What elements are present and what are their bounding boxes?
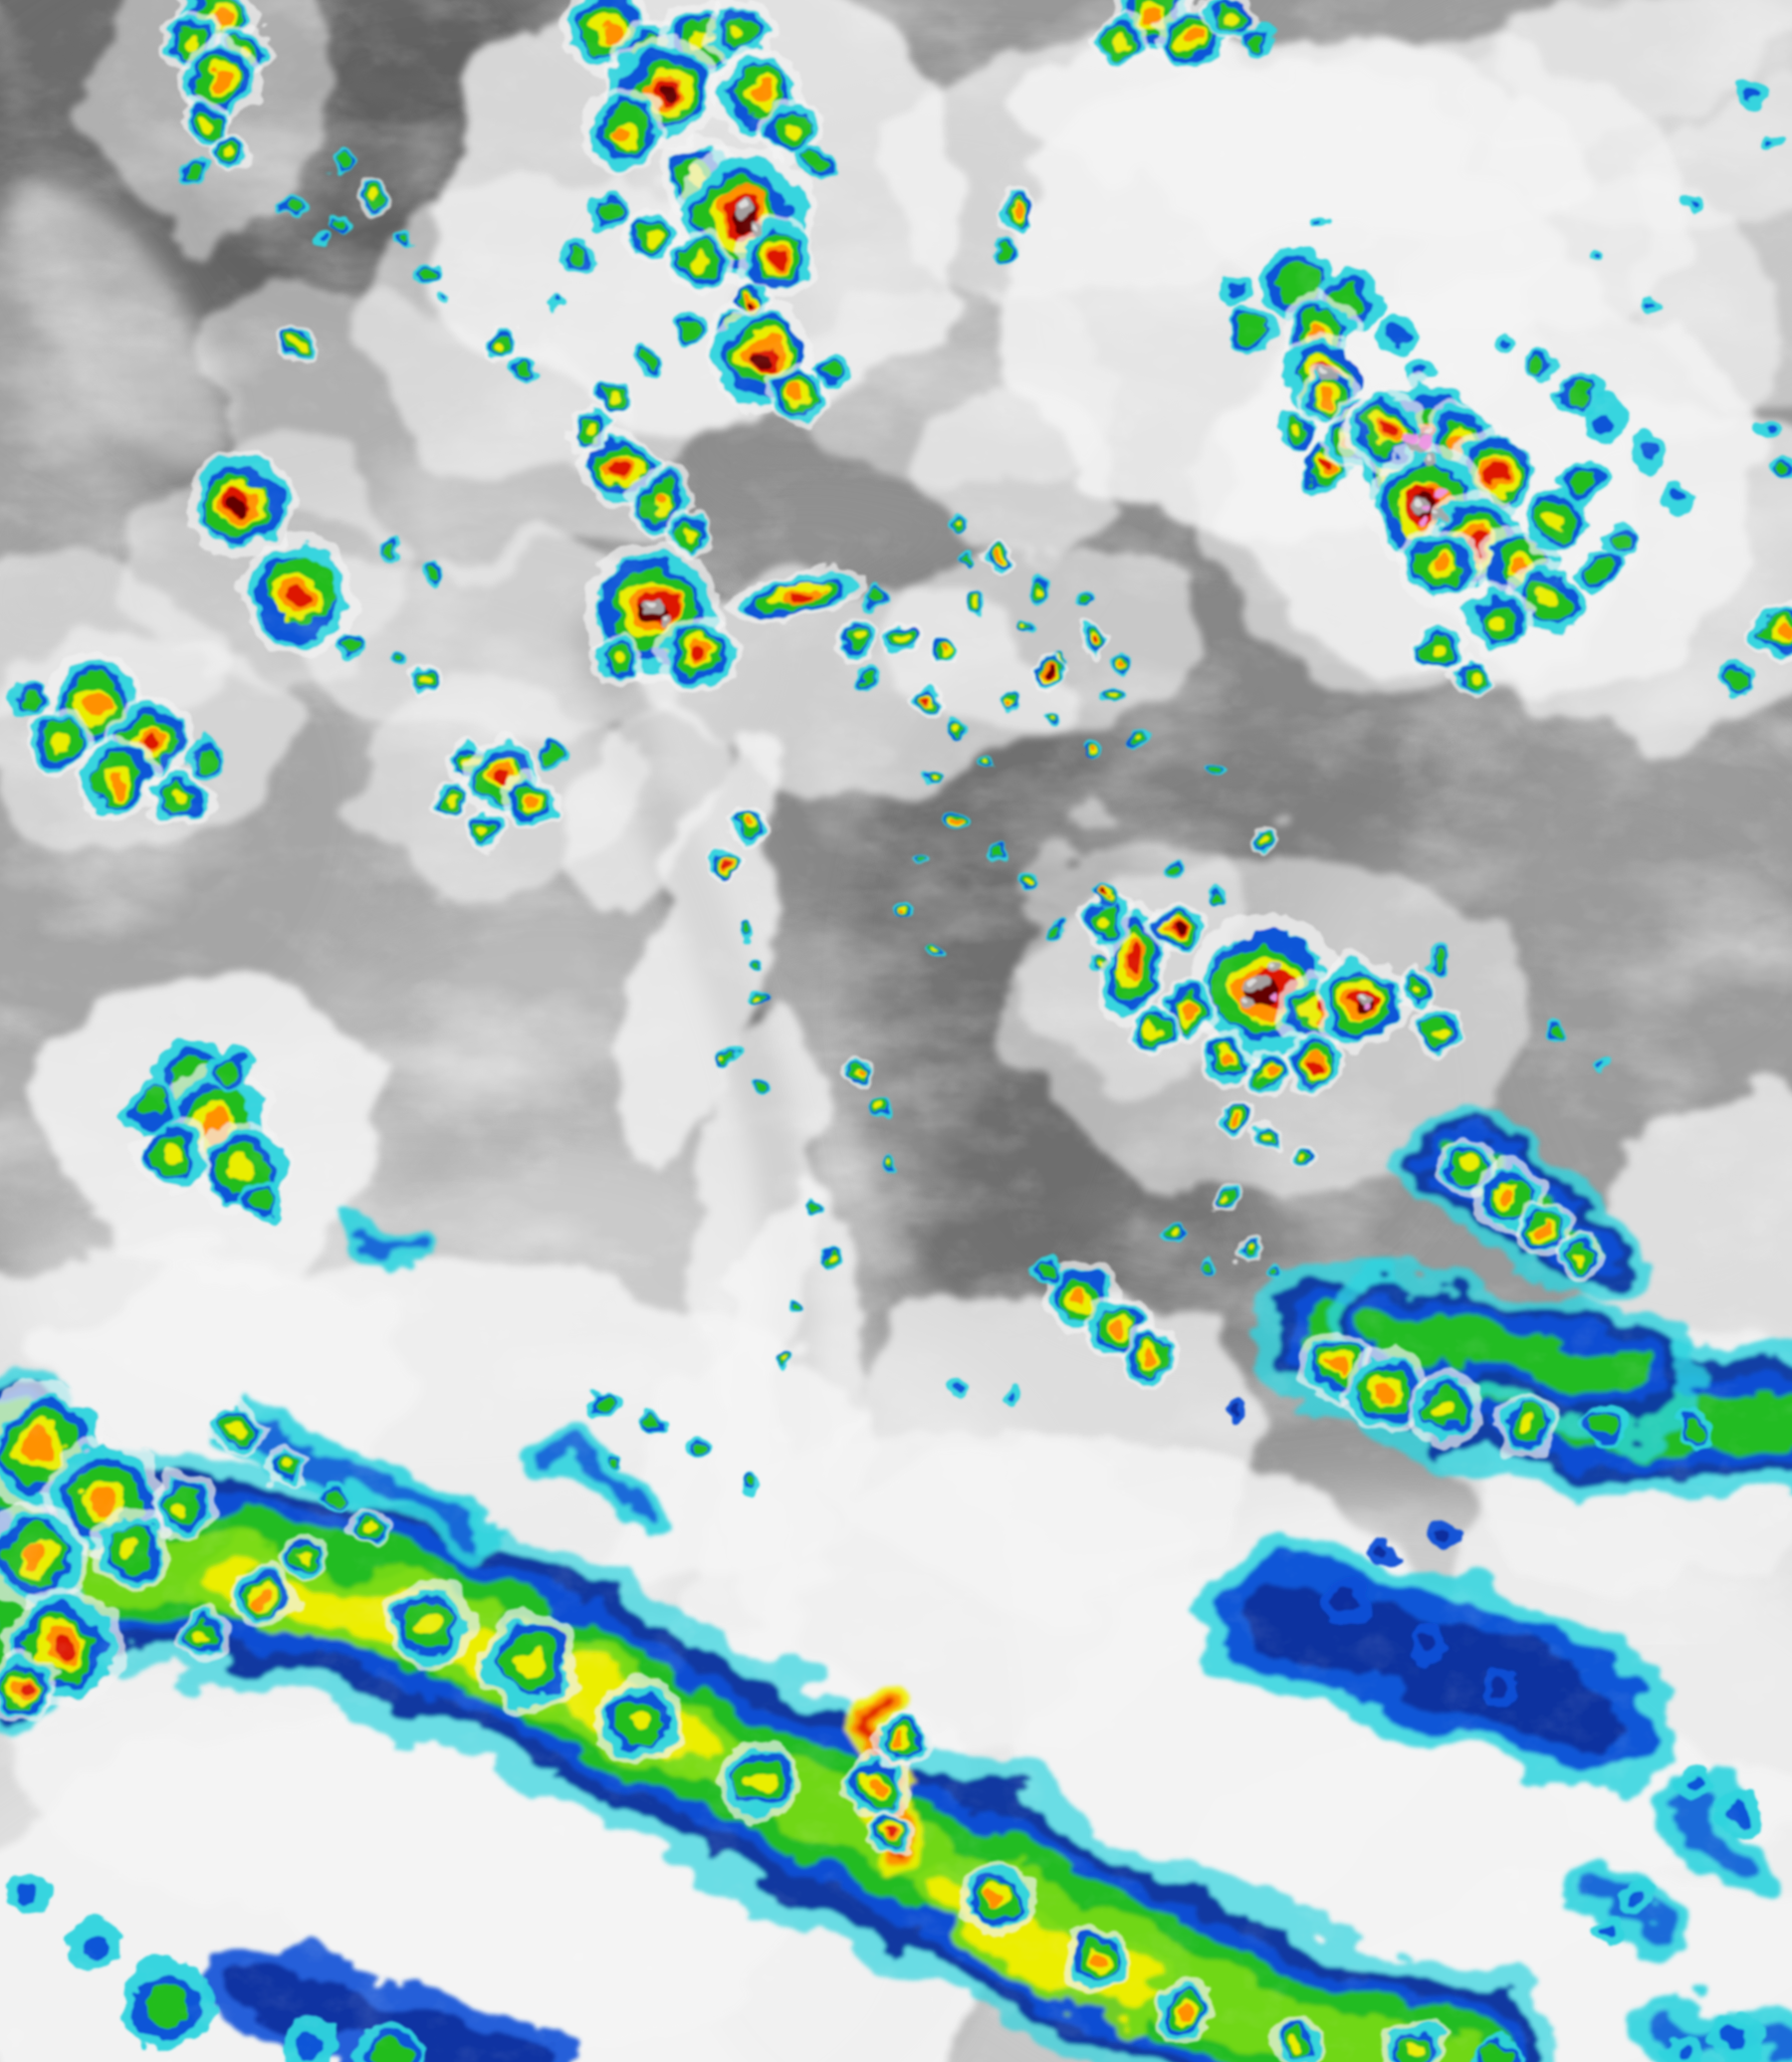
fine-cloud-speckle — [0, 0, 1792, 2062]
weather-satellite-view — [0, 0, 1792, 2062]
satellite-ir-image — [0, 0, 1792, 2062]
